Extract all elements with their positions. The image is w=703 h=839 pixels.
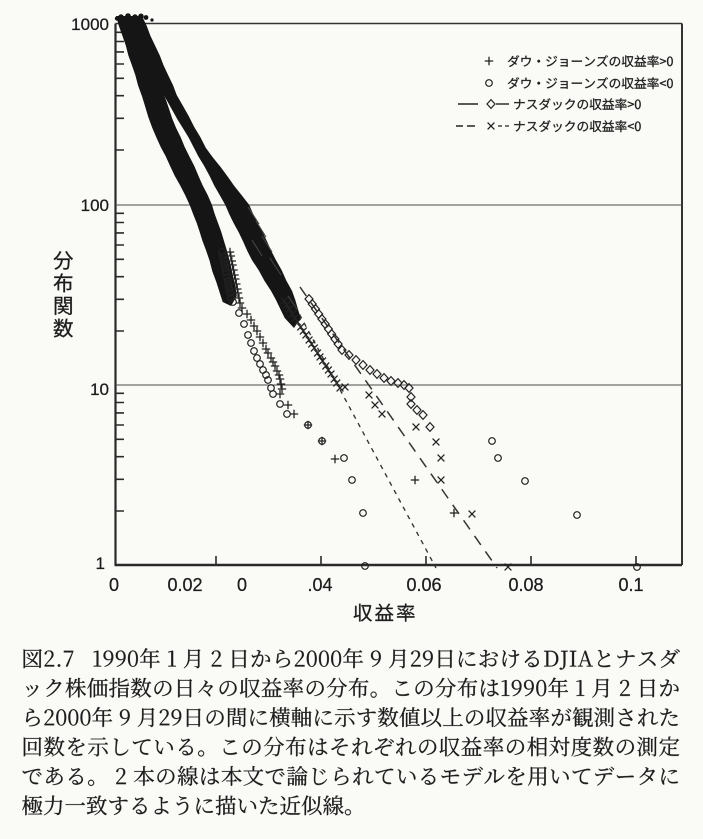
- svg-text:0.06: 0.06: [406, 575, 441, 595]
- svg-text:0: 0: [237, 575, 247, 595]
- svg-text:1: 1: [96, 554, 105, 573]
- svg-text:0.08: 0.08: [508, 575, 543, 595]
- svg-text:.04: .04: [307, 575, 332, 595]
- svg-text:1000: 1000: [71, 15, 109, 34]
- svg-text:0.1: 0.1: [618, 575, 643, 595]
- svg-text:100: 100: [81, 196, 109, 215]
- svg-text:0: 0: [109, 575, 119, 595]
- svg-text:0.02: 0.02: [167, 575, 202, 595]
- svg-text:10: 10: [90, 380, 109, 399]
